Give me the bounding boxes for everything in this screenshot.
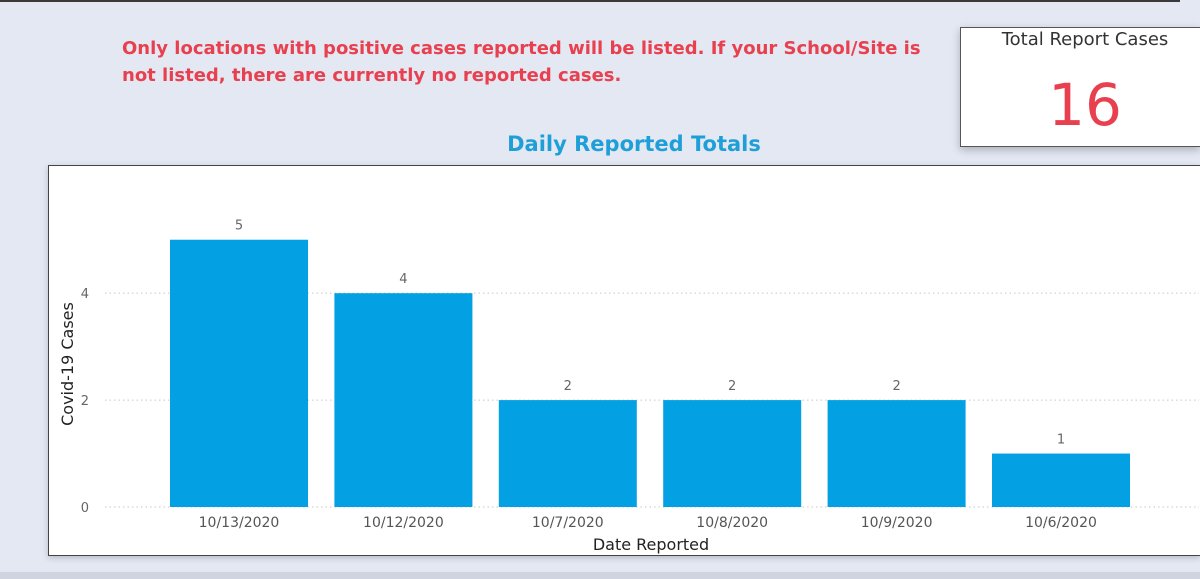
total-cases-value: 16 [1048, 71, 1122, 139]
bar[interactable] [827, 400, 966, 507]
x-tick-label: 10/6/2020 [1025, 515, 1097, 531]
bar[interactable] [663, 400, 802, 507]
x-tick-label: 10/9/2020 [861, 515, 933, 531]
data-label: 2 [728, 379, 736, 394]
notice-text: Only locations with positive cases repor… [122, 38, 921, 86]
x-axis-label: Date Reported [593, 535, 709, 554]
bar-chart-card: 0 2 4 5 10/13/2020 4 10/12/2020 2 10/7/2020 2 10/8… [48, 165, 1200, 556]
x-tick-label: 10/13/2020 [199, 515, 280, 531]
data-label: 2 [892, 379, 900, 394]
data-label: 1 [1057, 433, 1065, 448]
x-tick-label: 10/12/2020 [363, 515, 444, 531]
total-cases-card: Total Report Cases 16 [960, 27, 1200, 147]
y-tick-label: 0 [81, 501, 89, 516]
data-label: 5 [235, 219, 243, 234]
bar[interactable] [334, 293, 473, 507]
bar[interactable] [170, 239, 308, 507]
y-tick-label: 2 [81, 394, 89, 409]
total-cases-label: Total Report Cases [1001, 29, 1169, 50]
y-tick-label: 4 [81, 287, 89, 302]
bar[interactable] [992, 453, 1130, 507]
bottom-scroll-bar [0, 572, 1200, 579]
data-label: 2 [564, 379, 572, 394]
bar-chart: 0 2 4 5 10/13/2020 4 10/12/2020 2 10/7/2020 2 10/8… [58, 219, 1199, 554]
y-axis-label: Covid-19 Cases [58, 302, 77, 426]
bar[interactable] [498, 400, 637, 507]
top-frame-border [0, 0, 1180, 2]
data-label: 4 [399, 272, 407, 287]
chart-title: Daily Reported Totals [507, 132, 761, 156]
x-tick-label: 10/7/2020 [532, 515, 604, 531]
x-tick-label: 10/8/2020 [696, 515, 768, 531]
